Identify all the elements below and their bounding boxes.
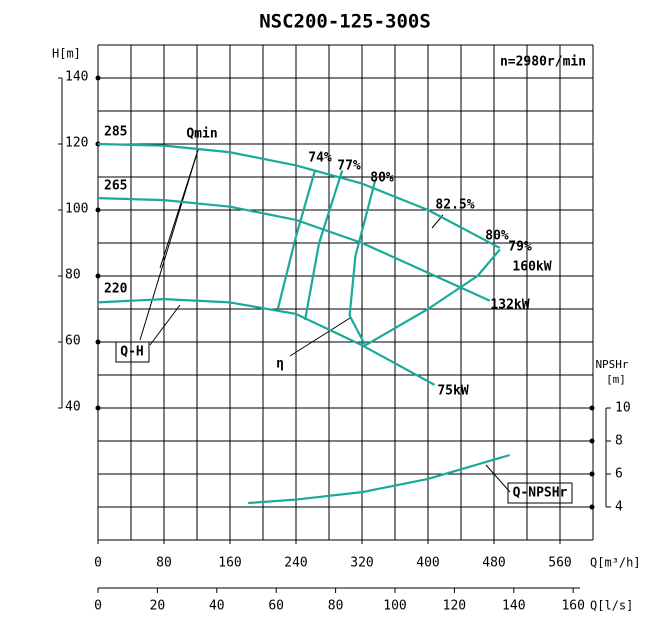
y-tick-dot <box>95 339 101 345</box>
series-label: 220 <box>104 282 128 297</box>
annotation: Q-H <box>120 345 143 360</box>
x-tick-label: 80 <box>156 556 172 571</box>
leader <box>485 464 511 493</box>
y-tick-dot <box>95 273 101 279</box>
series-label: 74% <box>308 151 332 166</box>
y-tick-dot <box>95 207 101 213</box>
x2-tick-label: 120 <box>443 599 466 614</box>
leader <box>139 149 199 341</box>
series-label: 82.5% <box>435 198 474 213</box>
y-tick-label: 80 <box>65 268 81 283</box>
x-tick-label: 160 <box>218 556 241 571</box>
curve <box>276 170 317 310</box>
annotation: 132kW <box>490 298 529 313</box>
y2-tick-label: 6 <box>615 467 623 482</box>
y-tick-label: 40 <box>65 400 81 415</box>
curve <box>97 142 501 249</box>
annotation: 80% <box>485 229 509 244</box>
chart-title: NSC200-125-300S <box>259 11 431 33</box>
y2-tick-dot <box>589 471 595 477</box>
y2-tick-label: 8 <box>615 434 623 449</box>
y-tick-dot <box>95 75 101 81</box>
curve <box>364 248 501 347</box>
x2-axis-label: Q[l/s] <box>590 599 633 613</box>
annotation: η <box>276 357 284 372</box>
x2-tick-label: 140 <box>502 599 525 614</box>
y2-axis-label: [m] <box>606 373 626 386</box>
x-tick-label: 240 <box>284 556 307 571</box>
leader <box>149 304 181 346</box>
curve <box>348 180 377 346</box>
y-axis-label: H[m] <box>52 47 81 61</box>
x2-tick-label: 80 <box>328 599 344 614</box>
curve <box>248 453 510 505</box>
x2-tick-label: 20 <box>150 599 166 614</box>
y-tick-label: 140 <box>65 70 88 85</box>
x2-tick-label: 0 <box>94 599 102 614</box>
y-tick-label: 60 <box>65 334 81 349</box>
speed-note: n=2980r/min <box>500 55 586 70</box>
x2-tick-label: 160 <box>561 599 584 614</box>
leaders <box>61 78 607 589</box>
annotation: Qmin <box>186 127 217 142</box>
y2-tick-dot <box>589 504 595 510</box>
x2-tick-label: 60 <box>268 599 284 614</box>
y2-axis-label: NPSHr <box>595 358 628 371</box>
curve <box>97 197 491 302</box>
y-tick-dot <box>95 405 101 411</box>
x2-tick-label: 100 <box>383 599 406 614</box>
y2-tick-dot <box>589 405 595 411</box>
series-label: 80% <box>370 171 394 186</box>
label-box <box>507 482 573 504</box>
y2-tick-label: 10 <box>615 401 631 416</box>
x-tick-label: 560 <box>548 556 571 571</box>
x-tick-label: 320 <box>350 556 373 571</box>
curve <box>97 298 436 386</box>
x-tick-label: 480 <box>482 556 505 571</box>
leader <box>289 317 351 357</box>
y2-tick-label: 4 <box>615 500 623 515</box>
x-tick-label: 400 <box>416 556 439 571</box>
annotation: 75kW <box>437 384 468 399</box>
y2-tick-dot <box>589 438 595 444</box>
y-tick-label: 100 <box>65 202 88 217</box>
annotation: Q-NPSHr <box>513 486 568 501</box>
series-label: 285 <box>104 125 127 140</box>
series-label: 77% <box>337 159 361 174</box>
x-tick-label: 0 <box>94 556 102 571</box>
curve <box>303 170 344 321</box>
annotation: 79% <box>508 240 532 255</box>
x2-tick-label: 40 <box>209 599 225 614</box>
x-axis-label: Q[m³/h] <box>590 556 641 570</box>
series-label: 265 <box>104 179 127 194</box>
annotation: 160kW <box>512 260 551 275</box>
y-tick-label: 120 <box>65 136 88 151</box>
